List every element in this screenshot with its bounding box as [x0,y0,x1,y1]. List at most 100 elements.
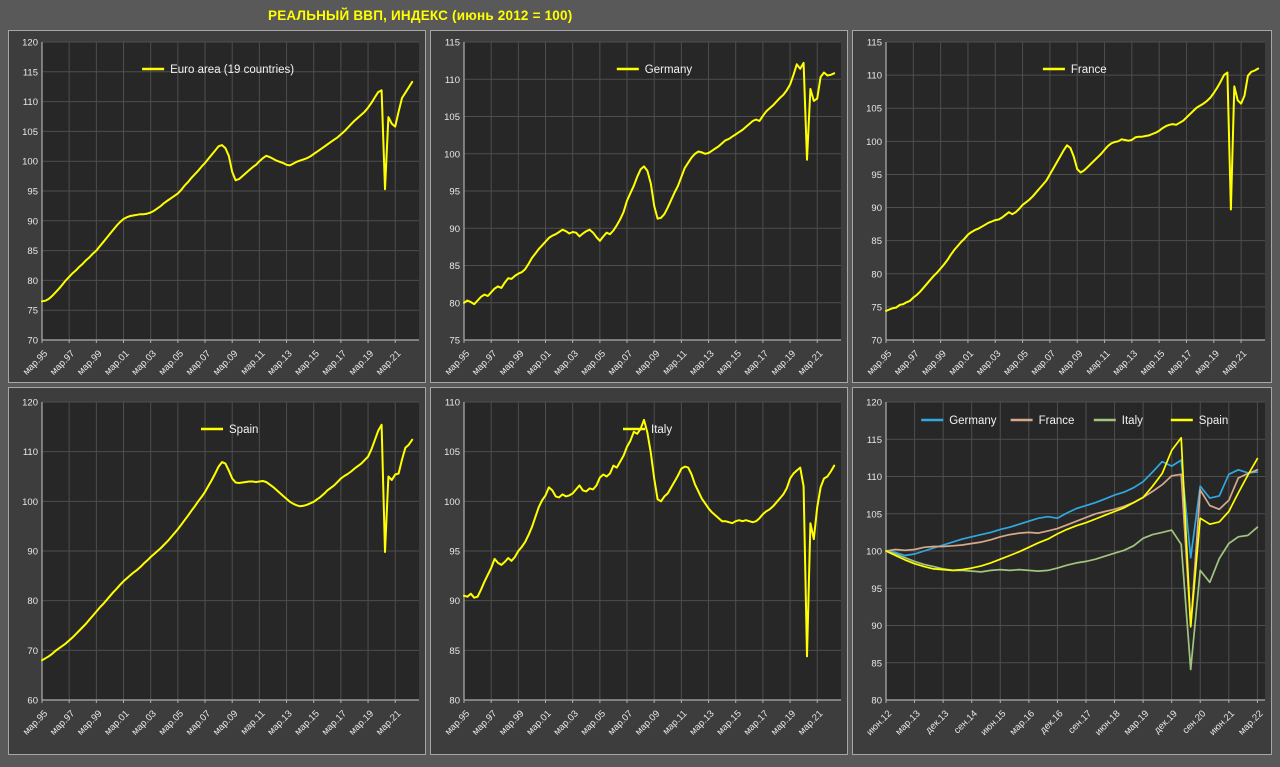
france-chart: 707580859095100105110115мар.95мар.97мар.… [865,38,1265,378]
svg-text:80: 80 [27,276,38,287]
svg-text:мар.09: мар.09 [633,708,662,737]
svg-text:85: 85 [871,658,882,669]
panel-spain: 60 70 80 90 100 110 120 мар.95 мар.97 мар.99 мар.0… [8,387,426,755]
svg-text:Italy: Italy [651,424,672,436]
svg-text:120: 120 [866,398,882,409]
svg-text:мар.95: мар.95 [443,708,472,737]
svg-text:мар.21: мар.21 [374,708,403,737]
svg-text:мар.95: мар.95 [21,348,50,377]
svg-text:70: 70 [871,336,882,347]
svg-text:мар.21: мар.21 [1220,348,1249,377]
svg-text:июн.15: июн.15 [979,708,1009,738]
panel-germany: 75 80 85 90 95 100 105 110 115 мар.95 мар.97 мар.99… [430,30,848,383]
svg-text:мар.22: мар.22 [1236,708,1265,737]
panel-france: 70 75 80 85 90 95 100 105 110 115 мар.95 мар.97 мар.… [852,30,1272,383]
svg-text:мар.19: мар.19 [769,348,798,377]
svg-text:мар.17: мар.17 [742,708,771,737]
svg-text:100: 100 [444,497,460,508]
svg-text:дек.16: дек.16 [1038,708,1066,736]
svg-text:мар.99: мар.99 [75,348,104,377]
svg-text:мар.11: мар.11 [661,708,690,737]
svg-text:мар.97: мар.97 [470,708,499,737]
svg-text:дек.19: дек.19 [1152,708,1180,736]
svg-text:60: 60 [27,696,38,707]
svg-text:мар.01: мар.01 [524,348,553,377]
svg-text:мар.07: мар.07 [606,348,635,377]
svg-text:мар.01: мар.01 [524,708,553,737]
svg-text:120: 120 [22,38,38,49]
chart-grid: 70 75 80 85 90 95 100 105 110 115 120 мар.95 мар.97 м… [0,30,1280,755]
svg-text:мар.11: мар.11 [239,348,268,377]
svg-text:мар.17: мар.17 [320,348,349,377]
svg-text:мар.09: мар.09 [633,348,662,377]
svg-text:мар.99: мар.99 [75,708,104,737]
svg-text:Italy: Italy [1122,415,1143,427]
svg-text:мар.15: мар.15 [715,348,744,377]
svg-text:мар.13: мар.13 [265,348,294,377]
svg-text:мар.09: мар.09 [211,348,240,377]
svg-text:мар.15: мар.15 [293,348,322,377]
euro-area-chart: 707580859095100105110115120мар.95мар.97м… [21,38,419,378]
svg-text:110: 110 [867,472,882,483]
svg-text:мар.11: мар.11 [661,348,690,377]
svg-text:115: 115 [23,67,38,78]
svg-text:мар.95: мар.95 [21,708,50,737]
svg-text:мар.01: мар.01 [947,348,976,377]
svg-text:мар.13: мар.13 [687,348,716,377]
svg-text:80: 80 [27,596,38,607]
svg-text:120: 120 [22,398,38,409]
svg-text:90: 90 [449,596,460,607]
svg-text:105: 105 [866,104,882,115]
svg-text:мар.07: мар.07 [606,708,635,737]
svg-text:Spain: Spain [1199,415,1228,427]
svg-text:июн.18: июн.18 [1093,708,1123,738]
svg-text:мар.16: мар.16 [1008,708,1037,737]
svg-text:90: 90 [27,216,38,227]
svg-text:мар.19: мар.19 [769,708,798,737]
svg-text:мар.05: мар.05 [579,708,608,737]
svg-text:мар.99: мар.99 [920,348,949,377]
page-title: РЕАЛЬНЫЙ ВВП, ИНДЕКС (июнь 2012 = 100) [268,7,573,23]
svg-text:90: 90 [871,621,882,632]
svg-text:95: 95 [871,170,882,181]
svg-text:110: 110 [445,398,460,409]
svg-text:80: 80 [449,298,460,309]
svg-text:мар.05: мар.05 [1001,348,1030,377]
svg-text:75: 75 [871,302,882,313]
svg-text:мар.03: мар.03 [130,348,159,377]
svg-text:мар.17: мар.17 [320,708,349,737]
svg-text:мар.13: мар.13 [265,708,294,737]
svg-text:июн.21: июн.21 [1207,708,1237,738]
svg-text:мар.97: мар.97 [892,348,921,377]
svg-text:90: 90 [871,203,882,214]
svg-text:сен.17: сен.17 [1066,708,1094,736]
svg-text:мар.09: мар.09 [1056,348,1085,377]
svg-text:Spain: Spain [229,424,258,436]
svg-text:115: 115 [867,435,882,446]
svg-text:мар.13: мар.13 [1111,348,1140,377]
svg-text:мар.99: мар.99 [497,348,526,377]
svg-text:мар.03: мар.03 [974,348,1003,377]
svg-text:85: 85 [449,261,460,272]
svg-text:мар.13: мар.13 [893,708,922,737]
svg-text:100: 100 [866,137,882,148]
svg-text:105: 105 [444,112,460,123]
svg-text:95: 95 [449,187,460,198]
svg-text:France: France [1071,64,1107,76]
svg-text:мар.07: мар.07 [184,708,213,737]
svg-text:сен.20: сен.20 [1180,708,1208,736]
svg-text:мар.03: мар.03 [552,708,581,737]
svg-text:Germany: Germany [645,64,693,76]
svg-text:95: 95 [871,584,882,595]
svg-text:мар.21: мар.21 [796,348,825,377]
svg-text:75: 75 [27,306,38,317]
svg-text:мар.95: мар.95 [443,348,472,377]
svg-text:мар.15: мар.15 [1138,348,1167,377]
svg-text:мар.97: мар.97 [470,348,499,377]
svg-text:мар.97: мар.97 [48,348,77,377]
svg-text:115: 115 [445,38,460,49]
svg-text:мар.05: мар.05 [157,348,186,377]
svg-text:мар.99: мар.99 [497,708,526,737]
svg-text:Euro area (19 countries): Euro area (19 countries) [170,64,294,76]
